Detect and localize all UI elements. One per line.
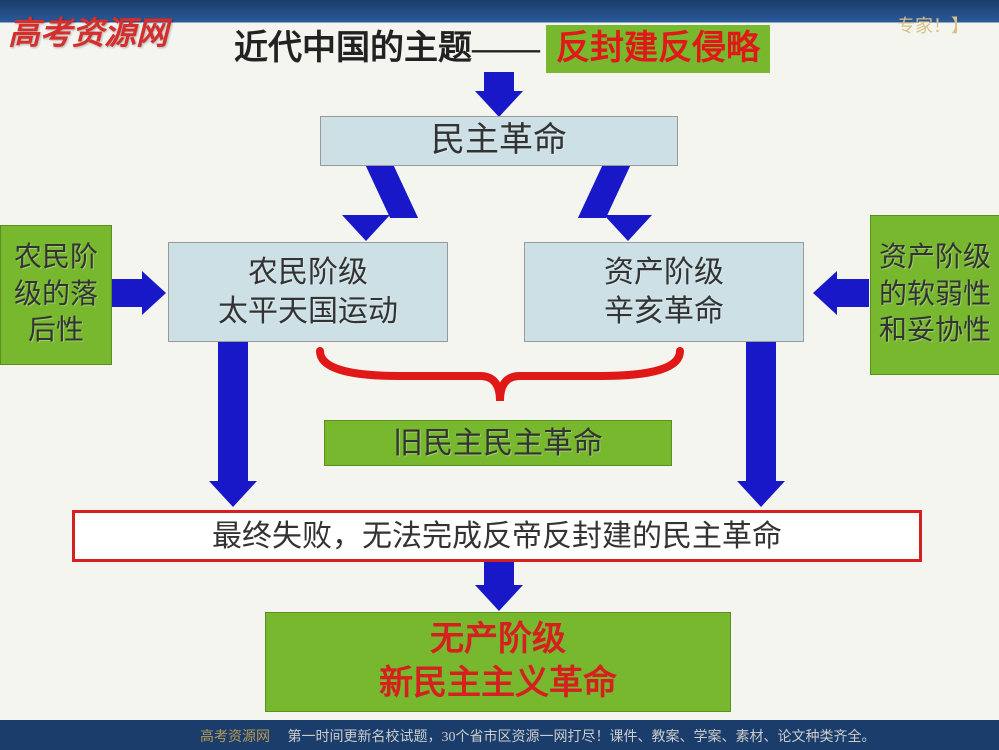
- arrow-stem: [746, 342, 776, 482]
- arrow-stem: [484, 72, 514, 92]
- brace-svg: [300, 346, 700, 416]
- peasant-class-box: 农民阶级 太平天国运动: [168, 242, 448, 342]
- final-box: 无产阶级 新民主主义革命: [265, 612, 731, 712]
- footer-text: 第一时间更新名校试题，30个省市区资源一网打尽！课件、教案、学案、素材、论文种类…: [274, 730, 876, 745]
- democratic-text: 民主革命: [431, 119, 567, 163]
- bourgeois-text: 资产阶级 辛亥革命: [604, 253, 724, 331]
- title-main-text: 近代中国的主题——: [234, 27, 540, 71]
- watermark-logo: 高考资源网: [8, 8, 168, 54]
- old-democracy-box: 旧民主民主革命: [324, 420, 672, 466]
- watermark-badge: 专家！】: [897, 12, 969, 38]
- failure-box: 最终失败，无法完成反帝反封建的民主革命: [72, 510, 922, 562]
- fail-text: 最终失败，无法完成反帝反封建的民主革命: [212, 517, 782, 556]
- arrow-stem: [484, 562, 514, 586]
- diagram-stage: 近代中国的主题—— 反封建反侵略 民主革命 农民阶级 太平天国运动 资产阶级 辛…: [0, 0, 999, 750]
- arrow-head-right-icon: [142, 271, 166, 315]
- side-right-box: 资产阶级的软弱性和妥协性: [870, 215, 999, 375]
- arrow-stem: [218, 342, 248, 482]
- peasant-text: 农民阶级 太平天国运动: [218, 253, 398, 331]
- arrow-stem: [366, 166, 418, 218]
- arrow-head-down-icon: [342, 215, 390, 241]
- arrow-stem: [578, 166, 630, 218]
- arrow-head-down-icon: [475, 91, 523, 117]
- brace-icon: [300, 346, 700, 416]
- side-right-text: 资产阶级的软弱性和妥协性: [871, 236, 999, 353]
- footer-logo: 高考资源网: [200, 730, 270, 745]
- final-top-text: 无产阶级: [430, 618, 566, 662]
- footer: 高考资源网 第一时间更新名校试题，30个省市区资源一网打尽！课件、教案、学案、素…: [200, 726, 876, 746]
- democratic-revolution-box: 民主革命: [320, 116, 678, 166]
- side-left-box: 农民阶级的落后性: [0, 225, 112, 365]
- arrow-head-down-icon: [737, 481, 785, 507]
- arrow-stem: [837, 279, 869, 307]
- arrow-head-left-icon: [813, 271, 837, 315]
- arrow-head-down-icon: [209, 481, 257, 507]
- title-box: 近代中国的主题—— 反封建反侵略: [152, 26, 852, 72]
- side-left-text: 农民阶级的落后性: [1, 236, 111, 353]
- final-bot-text: 新民主主义革命: [379, 662, 617, 706]
- title-highlight: 反封建反侵略: [546, 25, 770, 73]
- arrow-head-down-icon: [475, 585, 523, 611]
- arrow-head-down-icon: [604, 215, 652, 241]
- bourgeois-class-box: 资产阶级 辛亥革命: [524, 242, 804, 342]
- arrow-stem: [112, 279, 142, 307]
- old-dem-text: 旧民主民主革命: [393, 424, 603, 463]
